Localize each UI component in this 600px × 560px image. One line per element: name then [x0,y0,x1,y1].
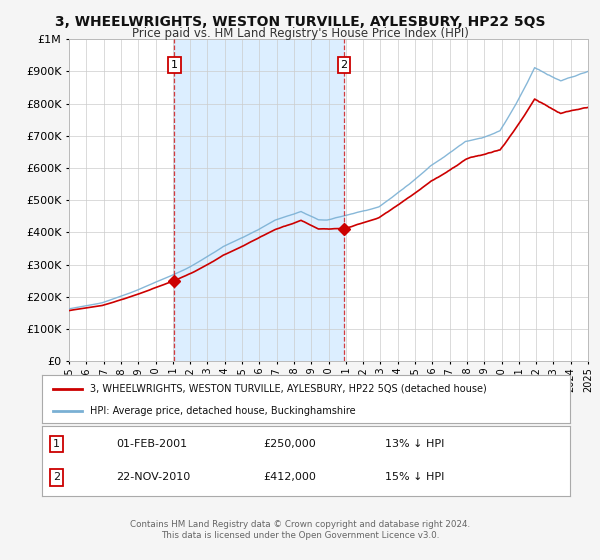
Text: 1: 1 [171,60,178,70]
Text: 01-FEB-2001: 01-FEB-2001 [116,439,187,449]
Text: £412,000: £412,000 [264,473,317,482]
Text: 1: 1 [53,439,60,449]
Text: HPI: Average price, detached house, Buckinghamshire: HPI: Average price, detached house, Buck… [89,406,355,416]
Text: 22-NOV-2010: 22-NOV-2010 [116,473,190,482]
Text: 2: 2 [341,60,347,70]
Bar [174,39,344,361]
Text: This data is licensed under the Open Government Licence v3.0.: This data is licensed under the Open Gov… [161,531,439,540]
Text: 15% ↓ HPI: 15% ↓ HPI [385,473,445,482]
Text: 13% ↓ HPI: 13% ↓ HPI [385,439,445,449]
Text: 2: 2 [53,473,61,482]
Text: Price paid vs. HM Land Registry's House Price Index (HPI): Price paid vs. HM Land Registry's House … [131,27,469,40]
Text: 3, WHEELWRIGHTS, WESTON TURVILLE, AYLESBURY, HP22 5QS: 3, WHEELWRIGHTS, WESTON TURVILLE, AYLESB… [55,15,545,29]
Text: Contains HM Land Registry data © Crown copyright and database right 2024.: Contains HM Land Registry data © Crown c… [130,520,470,529]
Text: £250,000: £250,000 [264,439,317,449]
Text: 3, WHEELWRIGHTS, WESTON TURVILLE, AYLESBURY, HP22 5QS (detached house): 3, WHEELWRIGHTS, WESTON TURVILLE, AYLESB… [89,384,486,394]
